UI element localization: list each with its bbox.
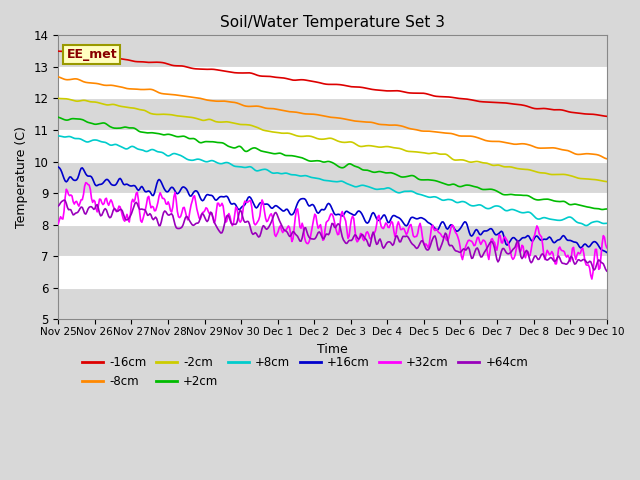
Line: +2cm: +2cm — [58, 117, 607, 209]
-2cm — [388, 144, 396, 150]
+2cm — [362, 167, 369, 173]
+64cm — [459, 247, 467, 253]
Title: Soil/Water Temperature Set 3: Soil/Water Temperature Set 3 — [220, 15, 445, 30]
+16cm — [603, 250, 611, 255]
Y-axis label: Temperature (C): Temperature (C) — [15, 126, 28, 228]
+32cm — [362, 230, 370, 236]
+2cm — [54, 114, 62, 120]
+32cm — [388, 220, 396, 226]
Line: +64cm: +64cm — [58, 200, 607, 271]
-2cm — [362, 143, 369, 149]
+64cm — [362, 237, 370, 242]
+32cm — [82, 180, 90, 185]
Line: -16cm: -16cm — [58, 51, 607, 116]
+8cm — [582, 223, 590, 228]
+32cm — [54, 221, 62, 227]
+2cm — [285, 153, 293, 158]
+8cm — [285, 171, 293, 177]
Line: -8cm: -8cm — [58, 77, 607, 159]
Bar — [58, 256, 607, 288]
+16cm — [54, 164, 62, 170]
Line: -2cm: -2cm — [58, 98, 607, 181]
+32cm — [554, 254, 561, 260]
+16cm — [458, 224, 465, 230]
+16cm — [362, 218, 369, 224]
-8cm — [458, 133, 465, 139]
+64cm — [226, 217, 234, 223]
+2cm — [598, 206, 606, 212]
+2cm — [225, 144, 233, 149]
-16cm — [54, 48, 62, 54]
-16cm — [362, 85, 369, 91]
Bar — [58, 193, 607, 225]
+16cm — [388, 215, 396, 221]
+64cm — [60, 197, 68, 203]
X-axis label: Time: Time — [317, 343, 348, 356]
-16cm — [552, 107, 560, 113]
+32cm — [459, 257, 467, 263]
Bar — [58, 225, 607, 256]
Bar — [58, 162, 607, 193]
+32cm — [287, 232, 294, 238]
-16cm — [225, 69, 233, 75]
Bar — [58, 288, 607, 319]
+16cm — [285, 210, 293, 216]
Bar — [58, 36, 607, 67]
-2cm — [552, 171, 560, 177]
Bar — [58, 67, 607, 98]
+2cm — [603, 206, 611, 212]
-8cm — [603, 156, 611, 162]
-2cm — [225, 119, 233, 125]
-16cm — [458, 96, 465, 101]
+2cm — [458, 184, 465, 190]
+64cm — [554, 254, 561, 260]
-16cm — [388, 88, 396, 94]
+64cm — [287, 233, 294, 239]
-8cm — [54, 74, 62, 80]
-16cm — [285, 76, 293, 82]
+16cm — [225, 197, 233, 203]
-16cm — [603, 113, 611, 119]
Bar — [58, 130, 607, 162]
+8cm — [388, 186, 396, 192]
-2cm — [285, 131, 293, 136]
+2cm — [552, 198, 560, 204]
+32cm — [226, 214, 234, 219]
Line: +8cm: +8cm — [58, 136, 607, 226]
+8cm — [362, 183, 369, 189]
Line: +32cm: +32cm — [58, 182, 607, 279]
Legend: -16cm, -8cm, -2cm, +2cm, +8cm, +16cm, +32cm, +64cm: -16cm, -8cm, -2cm, +2cm, +8cm, +16cm, +3… — [77, 352, 532, 393]
+8cm — [458, 199, 465, 204]
+2cm — [388, 170, 396, 176]
-8cm — [552, 145, 560, 151]
-8cm — [388, 122, 396, 128]
-8cm — [225, 99, 233, 105]
-8cm — [285, 109, 293, 115]
+8cm — [603, 220, 611, 226]
-2cm — [458, 157, 465, 163]
+8cm — [225, 160, 233, 166]
+64cm — [603, 268, 611, 274]
Text: EE_met: EE_met — [67, 48, 117, 61]
+32cm — [588, 276, 596, 282]
+16cm — [552, 238, 560, 244]
+32cm — [603, 245, 611, 251]
+64cm — [388, 242, 396, 248]
+64cm — [54, 203, 62, 209]
Bar — [58, 98, 607, 130]
Line: +16cm: +16cm — [58, 167, 607, 252]
+8cm — [54, 133, 62, 139]
+8cm — [552, 217, 560, 223]
-8cm — [362, 119, 369, 125]
-2cm — [603, 179, 611, 184]
-2cm — [54, 96, 62, 101]
